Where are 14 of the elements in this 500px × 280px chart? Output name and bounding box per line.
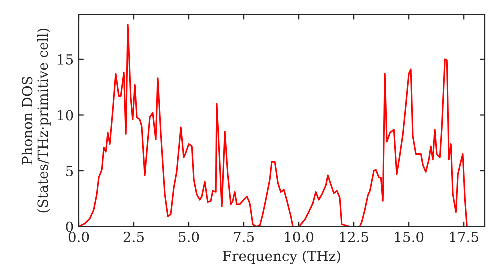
x-tick-label: 5.0 [179, 232, 200, 242]
x-tick-label: 10.0 [285, 232, 314, 242]
x-tick-label: 12.5 [340, 232, 368, 242]
x-tick-label: 0.0 [68, 232, 90, 242]
y-tick-label: 10 [58, 110, 74, 121]
y-axis-title: Phonon DOS (States/THz·primitive cell) [22, 28, 51, 213]
y-tick-label: 0 [66, 222, 74, 232]
x-tick-label: 15.0 [395, 232, 424, 242]
x-tick-label: 2.5 [124, 232, 144, 242]
y-tick-label: 15 [58, 54, 74, 65]
x-tick-label: 7.5 [234, 232, 254, 242]
x-axis-title: Frequency (THz) [223, 250, 340, 264]
x-tick-label: 17.5 [450, 232, 478, 242]
y-tick-label: 5 [66, 166, 74, 176]
